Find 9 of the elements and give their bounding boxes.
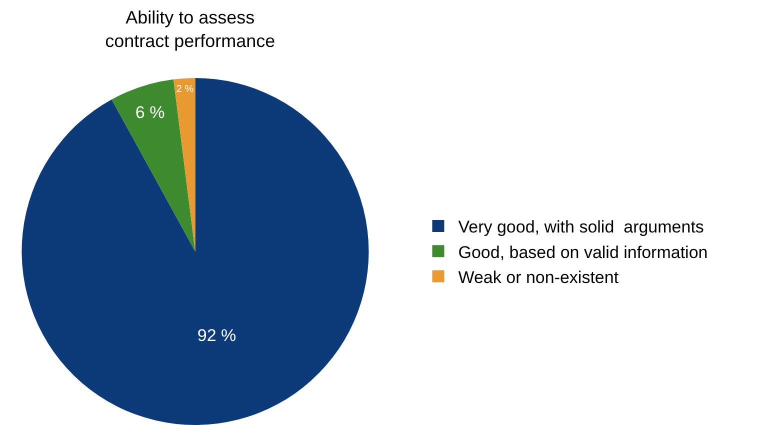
data-label: 2 %: [176, 84, 194, 95]
legend-label: Very good, with solid arguments: [458, 218, 704, 237]
data-label: 92 %: [197, 326, 236, 346]
pie-slice: [112, 79, 196, 252]
chart-title: Ability to assess contract performance: [105, 7, 276, 51]
data-label: 6 %: [135, 103, 165, 122]
pie-slice: [22, 78, 369, 425]
legend-label: Weak or non-existent: [458, 268, 619, 287]
legend-label: Good, based on valid information: [458, 242, 708, 262]
